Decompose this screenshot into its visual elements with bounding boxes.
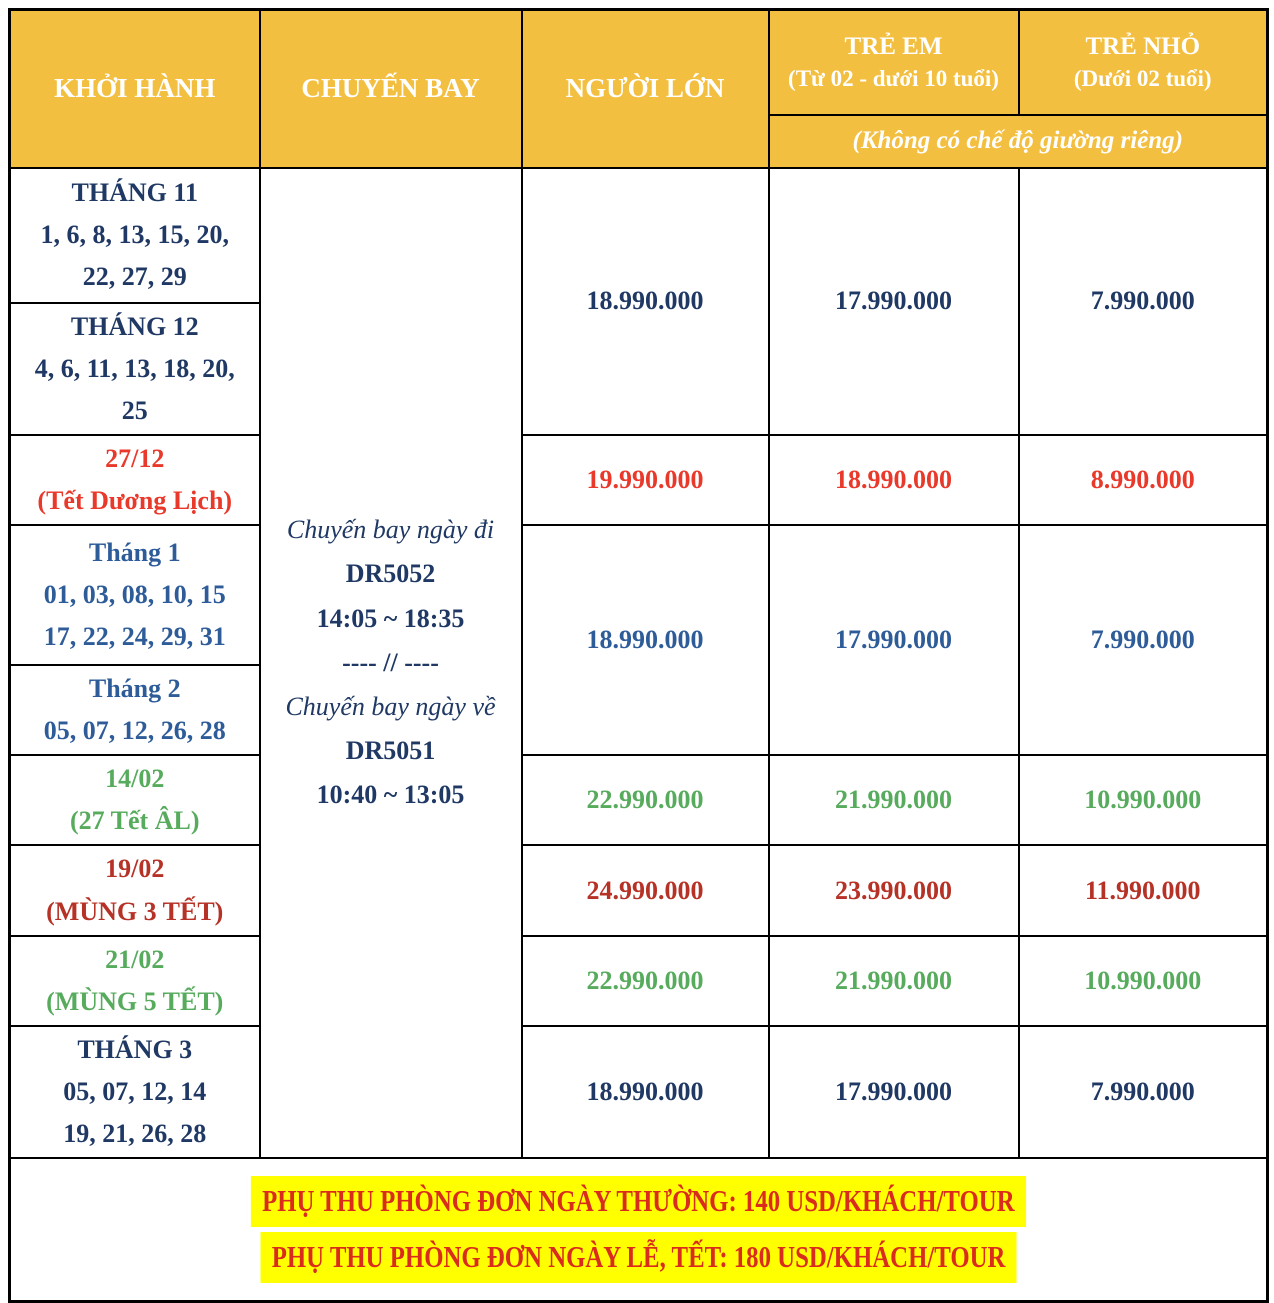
price-adult-regular-1: 18.990.000 bbox=[520, 166, 770, 436]
price-adult-tet-duong-lich: 19.990.000 bbox=[520, 433, 770, 527]
return-flight-time: 10:40 ~ 13:05 bbox=[316, 780, 465, 810]
price-adult-regular-3: 18.990.000 bbox=[520, 1024, 770, 1160]
price-infant-tet-duong-lich: 8.990.000 bbox=[1017, 433, 1269, 527]
departure-cell-thang-11: THÁNG 11 1, 6, 8, 13, 15, 20, 22, 27, 29 bbox=[8, 166, 261, 304]
price-infant-mung-3-tet: 11.990.000 bbox=[1017, 844, 1269, 937]
col-header-child: TRẺ EM (Từ 02 - dưới 10 tuổi) bbox=[767, 8, 1020, 116]
departure-month-title: THÁNG 11 bbox=[71, 177, 198, 207]
departure-month-title: Tháng 1 bbox=[88, 537, 181, 567]
price-child-27-tet-al: 21.990.000 bbox=[767, 754, 1020, 847]
departure-date: 27/12 bbox=[105, 443, 165, 473]
price-adult-mung-3-tet: 24.990.000 bbox=[520, 844, 770, 937]
price-adult-regular-2: 18.990.000 bbox=[520, 524, 770, 757]
price-infant-regular-1: 7.990.000 bbox=[1017, 166, 1269, 436]
return-flight-label: Chuyến bay ngày về bbox=[285, 691, 496, 721]
departure-cell-thang-12: THÁNG 12 4, 6, 11, 13, 18, 20, 25 bbox=[8, 301, 261, 436]
col-header-flight: CHUYẾN BAY bbox=[258, 8, 523, 169]
infant-header-label: TRẺ NHỎ bbox=[1085, 33, 1201, 61]
departure-month-title: Tháng 2 bbox=[88, 674, 181, 704]
departure-holiday-note: (MÙNG 5 TẾT) bbox=[46, 986, 224, 1016]
col-header-adult: NGƯỜI LỚN bbox=[520, 8, 770, 169]
departure-dates-line: 25 bbox=[121, 395, 148, 425]
col-header-infant: TRẺ NHỎ (Dưới 02 tuổi) bbox=[1017, 8, 1269, 116]
departure-dates-line: 4, 6, 11, 13, 18, 20, bbox=[34, 353, 235, 383]
departure-cell-tet-duong-lich: 27/12 (Tết Dương Lịch) bbox=[8, 433, 261, 527]
departure-date: 21/02 bbox=[105, 944, 165, 974]
departure-date: 14/02 bbox=[105, 764, 165, 794]
outbound-flight-code: DR5052 bbox=[345, 559, 436, 589]
tour-price-table: KHỞI HÀNH CHUYẾN BAY NGƯỜI LỚN TRẺ EM (T… bbox=[8, 8, 1269, 1303]
price-child-regular-3: 17.990.000 bbox=[767, 1024, 1020, 1160]
departure-dates-line: 05, 07, 12, 14 bbox=[63, 1077, 207, 1107]
price-child-mung-3-tet: 23.990.000 bbox=[767, 844, 1020, 937]
surcharge-line-holiday: PHỤ THU PHÒNG ĐƠN NGÀY LỄ, TẾT: 180 USD/… bbox=[11, 1232, 1266, 1284]
departure-cell-thang-3: THÁNG 3 05, 07, 12, 14 19, 21, 26, 28 bbox=[8, 1024, 261, 1160]
departure-dates-line: 05, 07, 12, 26, 28 bbox=[43, 716, 226, 746]
departure-cell-mung-5-tet: 21/02 (MÙNG 5 TẾT) bbox=[8, 934, 261, 1027]
flight-info-cell: Chuyến bay ngày đi DR5052 14:05 ~ 18:35 … bbox=[258, 166, 523, 1160]
departure-cell-mung-3-tet: 19/02 (MÙNG 3 TẾT) bbox=[8, 844, 261, 937]
price-child-tet-duong-lich: 18.990.000 bbox=[767, 433, 1020, 527]
departure-cell-thang-1: Tháng 1 01, 03, 08, 10, 15 17, 22, 24, 2… bbox=[8, 524, 261, 667]
price-child-regular-1: 17.990.000 bbox=[767, 166, 1020, 436]
departure-holiday-note: (MÙNG 3 TẾT) bbox=[46, 896, 224, 926]
child-header-label: TRẺ EM bbox=[844, 33, 943, 61]
departure-dates-line: 17, 22, 24, 29, 31 bbox=[43, 622, 226, 652]
return-flight-code: DR5051 bbox=[345, 736, 436, 766]
outbound-flight-label: Chuyến bay ngày đi bbox=[286, 515, 495, 545]
departure-dates-line: 01, 03, 08, 10, 15 bbox=[43, 579, 226, 609]
departure-cell-27-tet-al: 14/02 (27 Tết ÂL) bbox=[8, 754, 261, 847]
child-header-age-note: (Từ 02 - dưới 10 tuổi) bbox=[788, 65, 999, 91]
price-infant-mung-5-tet: 10.990.000 bbox=[1017, 934, 1269, 1027]
col-header-departure: KHỞI HÀNH bbox=[8, 8, 261, 169]
departure-holiday-note: (Tết Dương Lịch) bbox=[37, 485, 233, 515]
no-separate-bed-note: (Không có chế độ giường riêng) bbox=[767, 113, 1269, 169]
price-child-mung-5-tet: 21.990.000 bbox=[767, 934, 1020, 1027]
price-adult-27-tet-al: 22.990.000 bbox=[520, 754, 770, 847]
departure-dates-line: 1, 6, 8, 13, 15, 20, bbox=[40, 219, 230, 249]
departure-holiday-note: (27 Tết ÂL) bbox=[69, 806, 200, 836]
surcharge-holiday-text: PHỤ THU PHÒNG ĐƠN NGÀY LỄ, TẾT: 180 USD/… bbox=[260, 1232, 1017, 1284]
price-adult-mung-5-tet: 22.990.000 bbox=[520, 934, 770, 1027]
departure-month-title: THÁNG 12 bbox=[70, 311, 199, 341]
departure-month-title: THÁNG 3 bbox=[77, 1034, 193, 1064]
surcharge-regular-text: PHỤ THU PHÒNG ĐƠN NGÀY THƯỜNG: 140 USD/K… bbox=[251, 1176, 1026, 1228]
departure-dates-line: 19, 21, 26, 28 bbox=[63, 1119, 207, 1149]
price-infant-regular-2: 7.990.000 bbox=[1017, 524, 1269, 757]
infant-header-age-note: (Dưới 02 tuổi) bbox=[1073, 65, 1212, 91]
departure-cell-thang-2: Tháng 2 05, 07, 12, 26, 28 bbox=[8, 664, 261, 757]
price-infant-regular-3: 7.990.000 bbox=[1017, 1024, 1269, 1160]
surcharge-footer: PHỤ THU PHÒNG ĐƠN NGÀY THƯỜNG: 140 USD/K… bbox=[8, 1157, 1269, 1303]
price-infant-27-tet-al: 10.990.000 bbox=[1017, 754, 1269, 847]
surcharge-line-regular: PHỤ THU PHÒNG ĐƠN NGÀY THƯỜNG: 140 USD/K… bbox=[11, 1176, 1266, 1228]
departure-dates-line: 22, 27, 29 bbox=[82, 262, 187, 292]
outbound-flight-time: 14:05 ~ 18:35 bbox=[316, 603, 465, 633]
flight-separator: ---- // ---- bbox=[342, 647, 439, 677]
price-child-regular-2: 17.990.000 bbox=[767, 524, 1020, 757]
departure-date: 19/02 bbox=[105, 854, 165, 884]
